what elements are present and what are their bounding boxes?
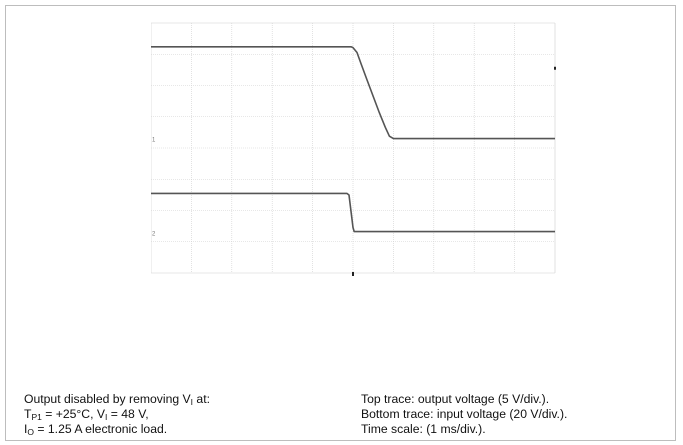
caption-right-line-2: Bottom trace: input voltage (20 V/div.). (361, 406, 568, 421)
caption-text: at: (193, 392, 210, 406)
caption-sub: I (105, 411, 108, 422)
trace-2 (151, 192, 555, 233)
trigger-position-marker (352, 272, 354, 276)
caption-text: T (24, 406, 32, 421)
caption-sub: O (27, 426, 35, 437)
ground-marker-2: 2 (152, 231, 156, 237)
caption-left-line-1: Output disabled by removing VI at: (24, 392, 344, 407)
caption-sub: P1 (31, 411, 42, 422)
caption-sub: I (190, 397, 194, 407)
trigger-level-marker (554, 66, 556, 70)
caption-left: Output disabled by removing VI at: TP1 =… (24, 392, 344, 436)
caption-right-line-1: Top trace: output voltage (5 V/div.). (361, 392, 550, 406)
caption-right: Top trace: output voltage (5 V/div.). Bo… (361, 392, 681, 436)
ground-marker-1: 1 (152, 138, 156, 144)
caption-text: = +25°C, V (41, 406, 105, 421)
caption-text: Output disabled by removing V (24, 392, 191, 406)
caption-text: = 48 V, (107, 406, 149, 421)
caption-right-line-3: Time scale: (1 ms/div.). (361, 421, 486, 436)
trace-1 (151, 45, 555, 140)
caption-left-line-2: TP1 = +25°C, VI = 48 V, (24, 407, 344, 422)
caption-text: I (24, 421, 28, 436)
caption-text: = 1.25 A electronic load. (34, 421, 168, 436)
oscilloscope-svg: 12 (151, 22, 556, 276)
caption-left-line-3: IO = 1.25 A electronic load. (24, 422, 344, 437)
